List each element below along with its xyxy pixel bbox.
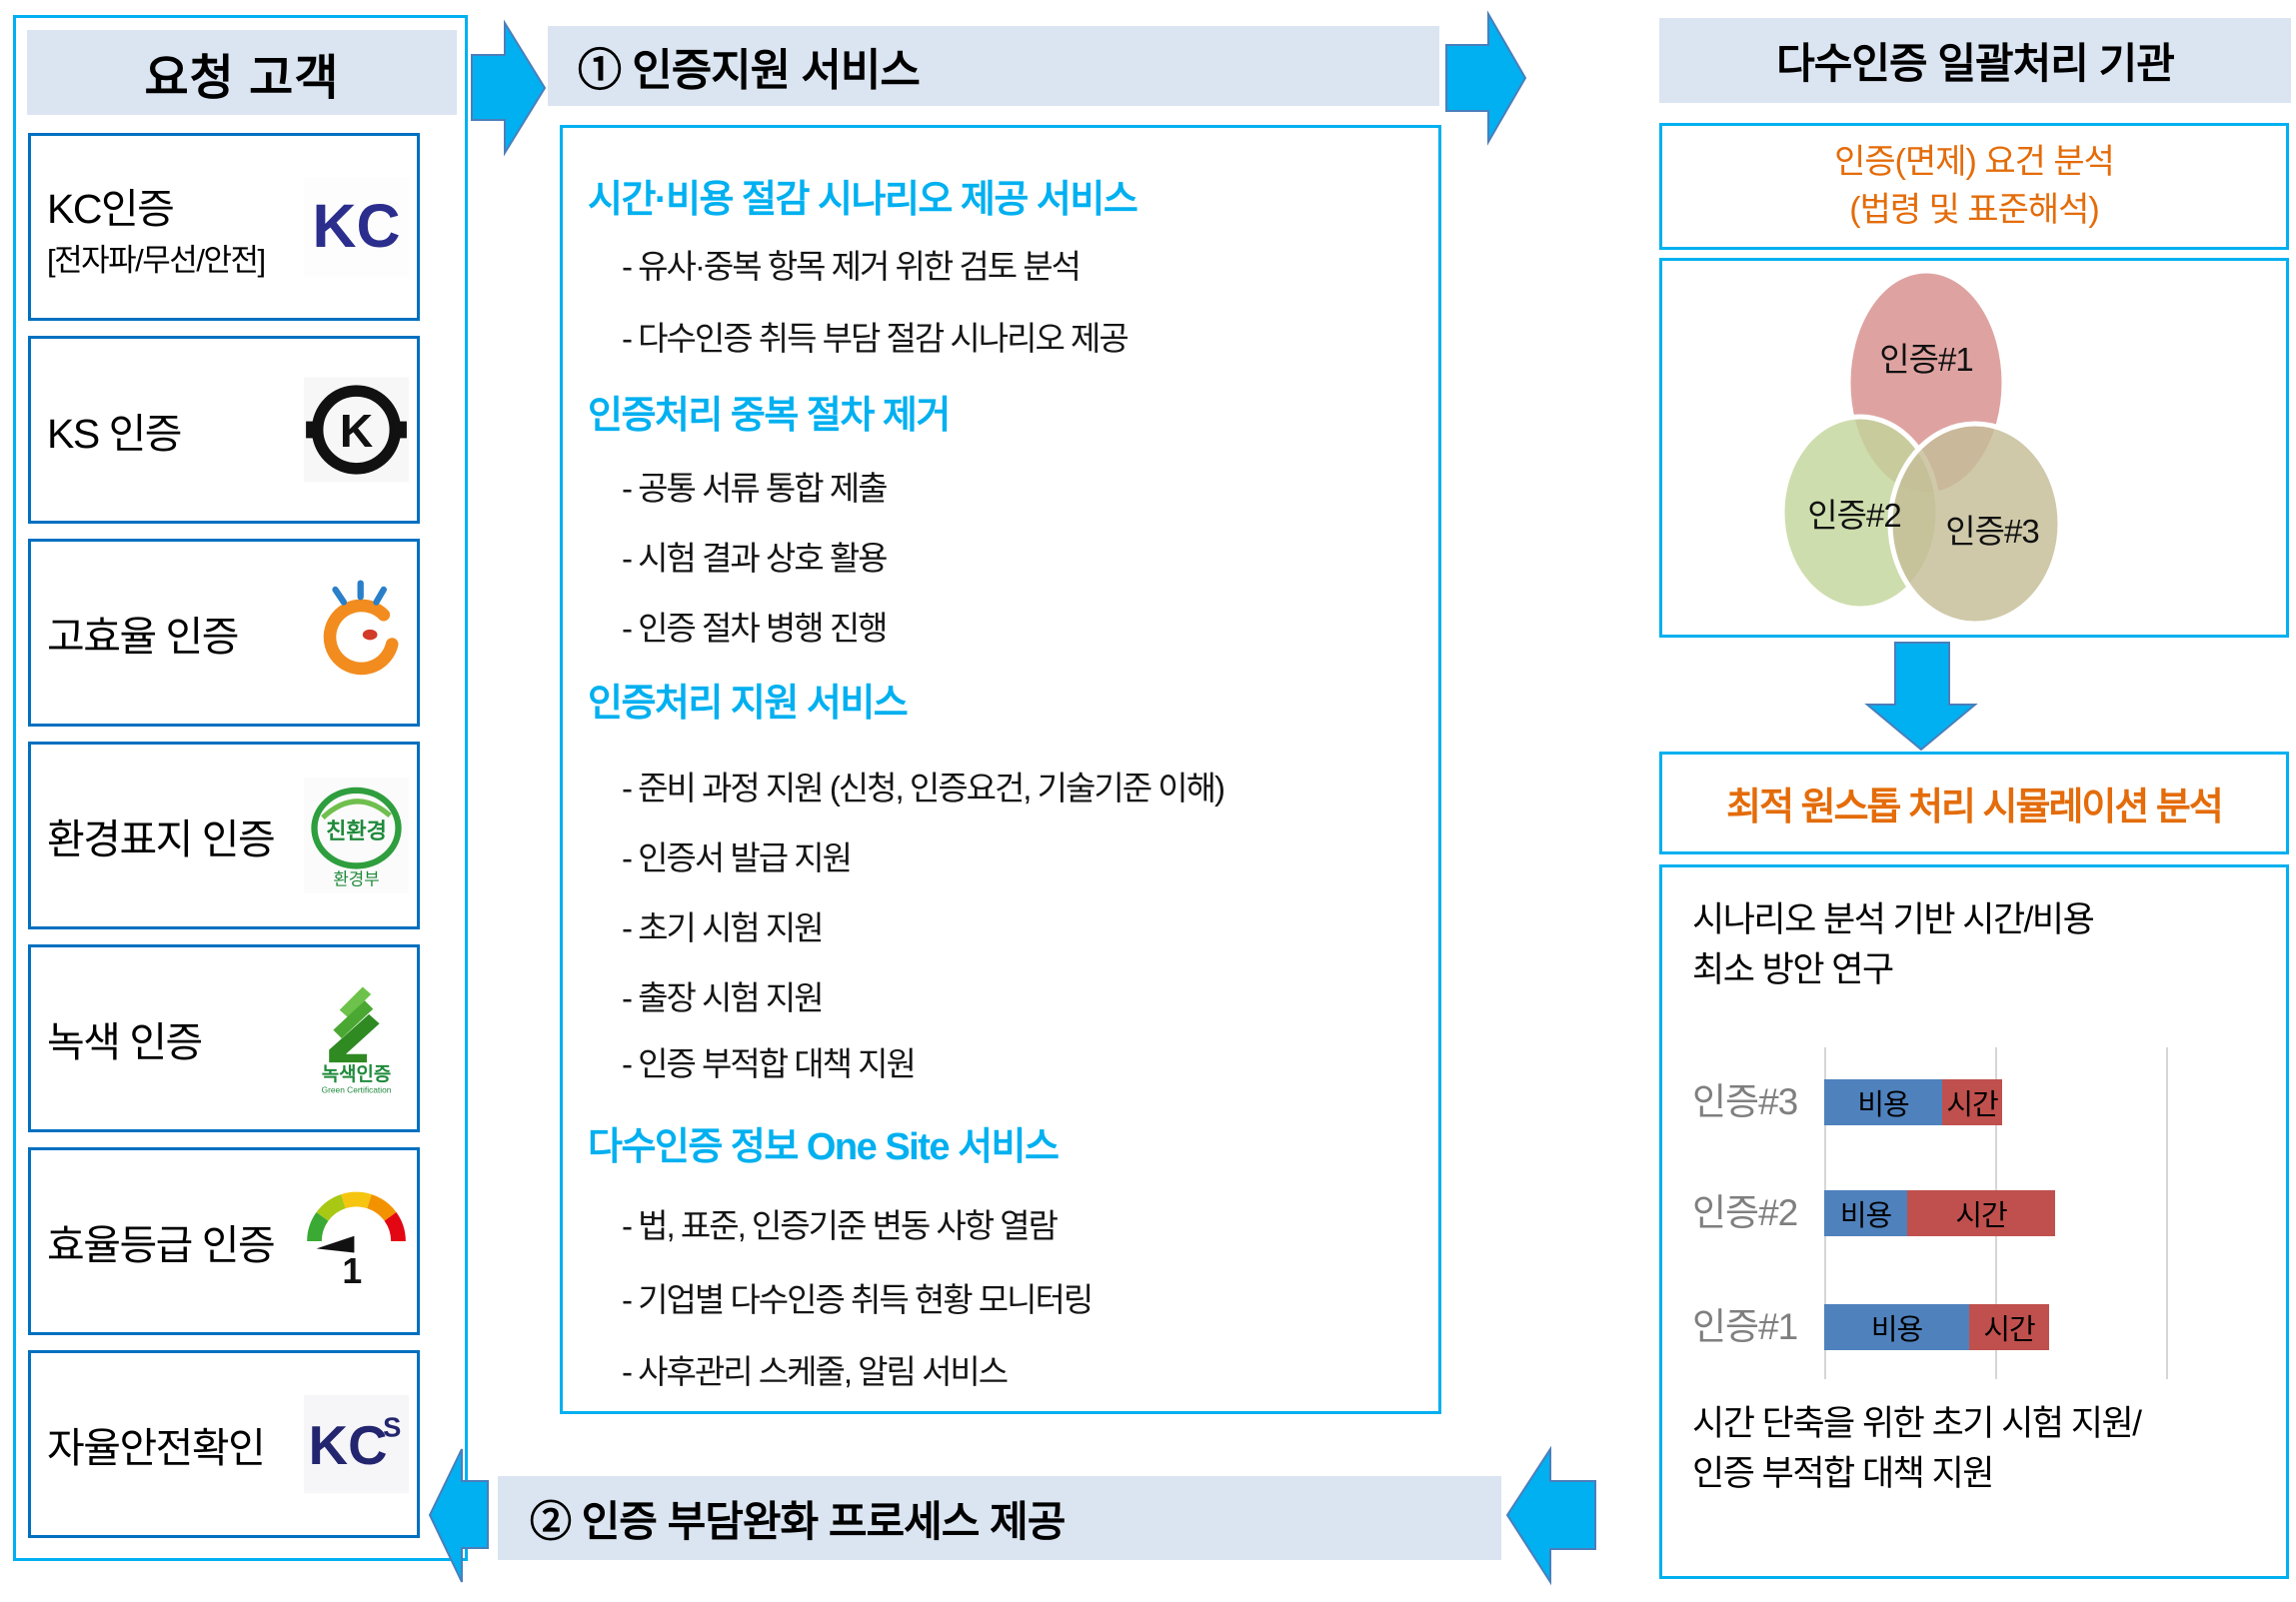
cost-bar-label: 비용: [1857, 1089, 1909, 1121]
service-item: - 유사·중복 항목 제거 위한 검토 분석: [622, 248, 1082, 285]
cert-item-energy-grade: 효율등급 인증 1: [28, 1147, 420, 1335]
requirement-analysis-box: 인증(면제) 요건 분석 (법령 및 표준해석): [1659, 123, 2289, 250]
agency-panel-title: 다수인증 일괄처리 기관: [1659, 18, 2291, 103]
service-item: - 기업별 다수인증 취득 현황 모니터링: [622, 1281, 1094, 1318]
energy-grade-number: 1: [342, 1251, 362, 1291]
process-banner-text: ② 인증 부담완화 프로세스 제공: [530, 1497, 1066, 1545]
scenario-note-line2: 최소 방안 연구: [1692, 949, 1894, 989]
green-logo-subtext: Green Certification: [322, 1085, 392, 1095]
energy-grade-logo-icon: 1: [304, 1181, 409, 1301]
service-item: - 인증서 발급 지원: [622, 839, 853, 876]
green-logo-text: 녹색인증: [322, 1063, 392, 1085]
cost-bar-segment: 비용: [1824, 1304, 1969, 1350]
chart-gridline: [2166, 1047, 2168, 1379]
support-note-line1: 시간 단축을 위한 초기 시험 지원/: [1692, 1404, 2142, 1443]
venn-diagram-box: 인증#1 인증#2 인증#3: [1659, 258, 2289, 638]
stacked-bar-row: 비용 시간: [1824, 1304, 2049, 1350]
kcs-logo-text: KC: [309, 1415, 388, 1476]
time-bar-label: 시간: [1955, 1200, 2007, 1232]
support-note: 시간 단축을 위한 초기 시험 지원/ 인증 부적합 대책 지원: [1692, 1399, 2142, 1498]
service-panel-title-text: ① 인증지원 서비스: [578, 46, 921, 95]
cert-item-eco-label: 환경표지 인증 친환경 환경부: [28, 742, 420, 929]
cert-label: 효율등급 인증: [47, 1222, 276, 1268]
cert-label: 자율안전확인: [47, 1425, 266, 1471]
agency-panel-title-text: 다수인증 일괄처리 기관: [1776, 40, 2175, 87]
cert-label: 고효율 인증: [47, 614, 240, 660]
arrow-middle-to-right-icon: [1445, 10, 1527, 146]
high-efficiency-logo-icon: [304, 573, 409, 693]
venn-label-2: 인증#2: [1807, 497, 1900, 534]
service-item: - 다수인증 취득 부담 절감 시나리오 제공: [622, 320, 1130, 357]
bar-category-label: 인증#2: [1692, 1192, 1798, 1233]
scenario-note-line1: 시나리오 분석 기반 시간/비용: [1692, 900, 2095, 939]
customer-panel-title: 요청 고객: [27, 30, 457, 115]
time-bar-segment: 시간: [1907, 1190, 2055, 1236]
stacked-bar-row: 비용 시간: [1824, 1079, 2002, 1125]
cost-bar-label: 비용: [1839, 1200, 1892, 1232]
kc-logo-icon: KC: [304, 167, 409, 287]
support-note-line2: 인증 부적합 대책 지원: [1692, 1453, 1994, 1493]
cert-item-kc: KC인증 [전자파/무선/안전] KC: [28, 133, 420, 321]
service-item: - 초기 시험 지원: [622, 909, 825, 946]
service-heading: 인증처리 지원 서비스: [588, 683, 909, 725]
venn-label-3: 인증#3: [1945, 513, 2038, 550]
cert-label: KC인증: [47, 185, 175, 232]
service-panel-title: ① 인증지원 서비스: [548, 26, 1439, 106]
cost-bar-label: 비용: [1870, 1314, 1923, 1346]
customer-panel-title-text: 요청 고객: [144, 51, 340, 105]
requirement-analysis-line2: (법령 및 표준해석): [1849, 190, 2099, 229]
cert-label: 녹색 인증: [47, 1019, 203, 1065]
green-cert-logo-icon: 녹색인증 Green Certification: [304, 978, 409, 1098]
ks-logo-text: K: [340, 405, 373, 457]
cost-bar-segment: 비용: [1824, 1079, 1942, 1125]
arrow-venn-down-icon: [1864, 642, 1978, 752]
scenario-note: 시나리오 분석 기반 시간/비용 최소 방안 연구: [1692, 895, 2095, 994]
service-item: - 시험 결과 상호 활용: [622, 540, 889, 577]
service-item: - 준비 과정 지원 (신청, 인증요건, 기술기준 이해): [622, 770, 1225, 806]
time-bar-label: 시간: [1983, 1314, 2035, 1346]
bar-category-label: 인증#3: [1692, 1081, 1798, 1122]
kc-logo-text: KC: [313, 192, 401, 260]
eco-logo-text: 친환경: [326, 818, 387, 843]
time-bar-segment: 시간: [1942, 1079, 2002, 1125]
stacked-bar-row: 비용 시간: [1824, 1190, 2055, 1236]
venn-diagram: 인증#1 인증#2 인증#3: [1779, 268, 2063, 627]
service-item: - 인증 절차 병행 진행: [622, 610, 889, 647]
process-banner: ② 인증 부담완화 프로세스 제공: [498, 1476, 1501, 1560]
service-item: - 공통 서류 통합 제출: [622, 470, 889, 507]
bar-category-label: 인증#1: [1692, 1306, 1798, 1347]
eco-label-logo-icon: 친환경 환경부: [304, 776, 409, 895]
simulation-title-text: 최적 원스톱 처리 시뮬레이션 분석: [1726, 787, 2224, 828]
cost-bar-segment: 비용: [1824, 1190, 1907, 1236]
service-item: - 인증 부적합 대책 지원: [622, 1045, 917, 1082]
eco-logo-subtext: 환경부: [333, 869, 379, 888]
service-heading: 다수인증 정보 One Site 서비스: [588, 1126, 1060, 1168]
requirement-analysis-line1: 인증(면제) 요건 분석: [1834, 142, 2115, 181]
kcs-logo-icon: KC S: [304, 1384, 409, 1504]
service-heading: 인증처리 중복 절차 제거: [588, 395, 951, 437]
time-bar-segment: 시간: [1969, 1304, 2049, 1350]
cert-label: KS 인증: [47, 411, 183, 457]
service-item: - 사후관리 스케줄, 알림 서비스: [622, 1353, 1009, 1390]
cert-item-green: 녹색 인증 녹색인증 Green Certification: [28, 944, 420, 1132]
service-item: - 출장 시험 지원: [622, 979, 825, 1016]
cert-item-ks: KS 인증 K: [28, 336, 420, 524]
arrow-right-to-banner-icon: [1505, 1445, 1596, 1586]
cert-label: 환경표지 인증: [47, 816, 276, 862]
simulation-title-box: 최적 원스톱 처리 시뮬레이션 분석: [1659, 752, 2289, 854]
arrow-left-to-middle-icon: [471, 19, 547, 157]
service-item: - 법, 표준, 인증기준 변동 사항 열람: [622, 1207, 1059, 1244]
service-heading: 시간·비용 절감 시나리오 제공 서비스: [588, 179, 1139, 221]
kcs-logo-subtext: S: [383, 1412, 401, 1443]
cert-item-high-efficiency: 고효율 인증: [28, 539, 420, 727]
time-bar-label: 시간: [1946, 1089, 1998, 1121]
cert-sublabel: [전자파/무선/안전]: [47, 242, 266, 278]
venn-label-1: 인증#1: [1879, 341, 1972, 378]
ks-logo-icon: K: [304, 370, 409, 490]
cert-item-self-safety: 자율안전확인 KC S: [28, 1350, 420, 1538]
service-panel-box: [560, 125, 1441, 1414]
simulation-detail-box: 시나리오 분석 기반 시간/비용 최소 방안 연구 인증#3 비용 시간 인증#…: [1659, 864, 2289, 1579]
